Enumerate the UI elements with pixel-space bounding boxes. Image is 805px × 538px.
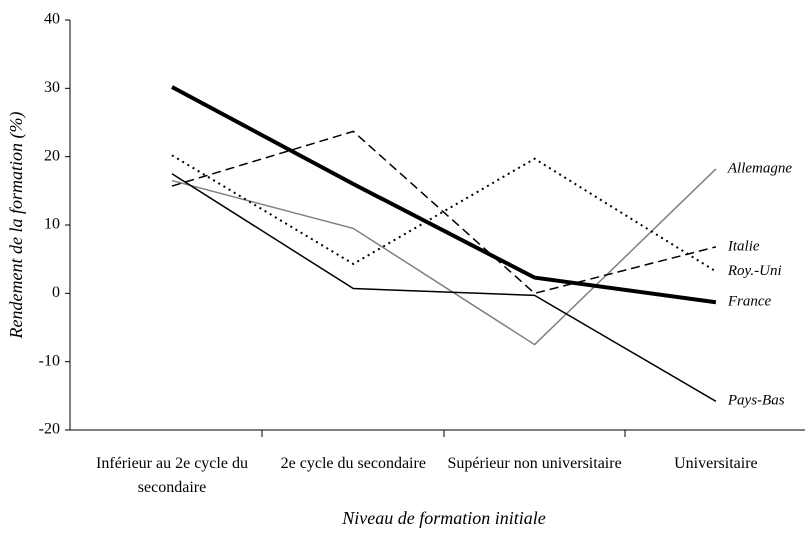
series-line: [171, 168, 717, 346]
series-label: Italie: [727, 238, 760, 254]
x-tick-label: Universitaire: [674, 455, 758, 472]
y-tick-label: 40: [44, 11, 60, 28]
x-axis-title: Niveau de formation initiale: [341, 508, 545, 528]
series-label: Roy.-Uni: [727, 263, 782, 279]
series-line: [171, 173, 717, 402]
x-tick-label: Inférieur au 2e cycle du secondaire: [96, 455, 248, 496]
x-tick-label: 2e cycle du secondaire: [280, 455, 426, 472]
series-line: [171, 85, 717, 305]
y-axis-title: Rendement de la formation (%): [6, 112, 27, 340]
y-tick-label: -10: [39, 352, 60, 369]
series-line: [171, 130, 717, 295]
series-label: Allemagne: [727, 160, 792, 176]
x-tick-label: Supérieur non universitaire: [447, 455, 622, 472]
y-tick-label: 10: [44, 216, 60, 233]
series-line: [171, 154, 717, 273]
series-label: France: [727, 294, 772, 310]
y-tick-label: 0: [52, 284, 60, 301]
y-tick-label: 20: [44, 147, 60, 164]
series-label: Pays-Bas: [727, 393, 785, 409]
y-tick-label: -20: [39, 421, 60, 438]
y-tick-label: 30: [44, 79, 60, 96]
